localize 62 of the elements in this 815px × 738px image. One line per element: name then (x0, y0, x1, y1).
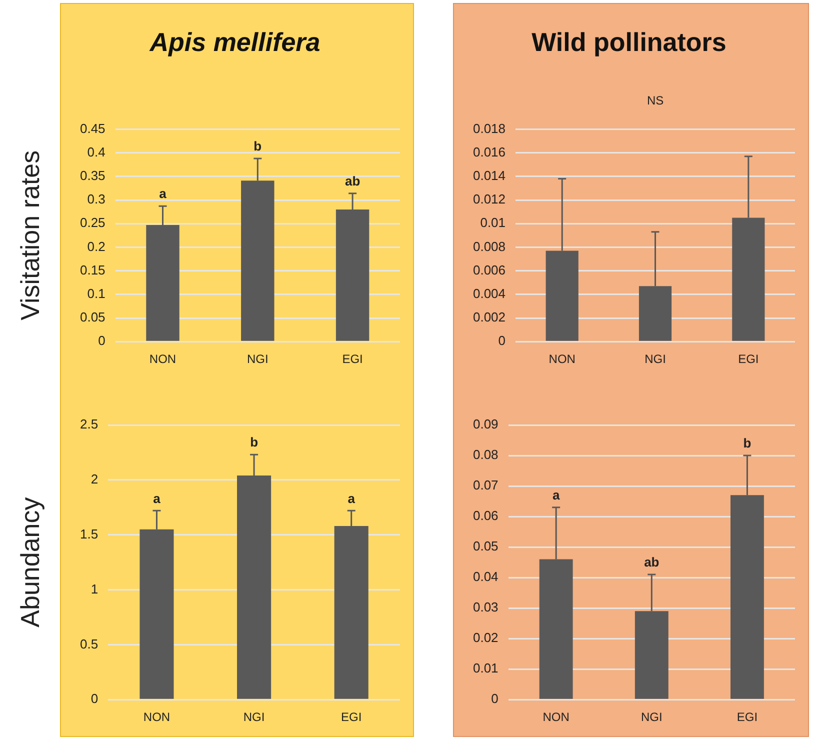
y-tick-label: 0.01 (480, 215, 506, 230)
x-tick-label: NON (143, 710, 170, 724)
x-tick-label: NON (542, 710, 570, 724)
y-tick-label: 0 (498, 333, 506, 348)
y-tick-label: 0.08 (472, 447, 498, 462)
x-tick-label: EGI (738, 352, 759, 366)
annotation: a (159, 186, 168, 202)
y-tick-label: 0.4 (87, 144, 106, 160)
annotation: ab (644, 554, 660, 570)
y-tick-label: 0.05 (472, 538, 498, 554)
y-tick-label: 0.45 (80, 120, 106, 136)
y-tick-label: 0.02 (472, 630, 498, 646)
y-tick-label: 1 (90, 581, 98, 596)
y-tick-label: 0.03 (472, 600, 498, 615)
y-tick-label: 0.006 (472, 262, 506, 278)
chart-title: Apis mellifera (148, 26, 320, 57)
y-axis-title: Visitation rates (15, 150, 46, 320)
y-tick-label: 0.5 (80, 636, 98, 652)
x-tick-label: EGI (736, 710, 758, 724)
y-tick-label: 0.25 (80, 215, 106, 230)
x-tick-label: NON (149, 352, 176, 366)
x-tick-label: NON (548, 352, 576, 366)
annotation: a (153, 490, 162, 506)
text: NS (646, 94, 664, 108)
y-tick-label: 0.09 (472, 416, 498, 432)
y-tick-label: 0.04 (472, 569, 498, 584)
y-tick-label: 2 (90, 472, 98, 486)
y-tick-label: 0.012 (472, 192, 506, 207)
y-tick-label: 0.3 (87, 192, 106, 207)
y-tick-label: 2.5 (80, 416, 98, 432)
annotation: b (743, 436, 752, 451)
annotation: ab (344, 173, 360, 188)
y-axis-title: Abundancy (15, 497, 46, 628)
y-tick-label: 0 (90, 691, 98, 706)
annotation: a (552, 487, 560, 502)
y-tick-label: 0.06 (472, 508, 498, 524)
y-tick-label: 0 (98, 333, 106, 348)
y-tick-label: 0.014 (472, 168, 506, 183)
y-tick-label: 0.05 (80, 310, 106, 325)
y-tick-label: 0.2 (87, 238, 106, 254)
annotation: b (254, 138, 262, 154)
x-tick-label: NGI (243, 710, 265, 724)
y-tick-label: 0.07 (472, 478, 498, 493)
y-tick-label: 0 (491, 691, 498, 706)
x-tick-label: NGI (246, 352, 268, 366)
y-tick-label: 0.35 (80, 168, 106, 183)
chart-title: Wild pollinators (532, 26, 726, 57)
x-tick-label: EGI (341, 710, 362, 724)
x-tick-label: EGI (342, 352, 363, 366)
annotation: a (348, 490, 356, 506)
y-tick-label: 0.01 (472, 660, 498, 676)
y-tick-label: 1.5 (80, 526, 98, 542)
y-tick-label: 0.008 (472, 238, 506, 254)
y-tick-label: 0.002 (472, 310, 506, 325)
y-tick-label: 0.15 (80, 262, 106, 278)
annotation: b (250, 434, 258, 450)
y-tick-label: 0.016 (472, 144, 506, 160)
y-tick-label: 0.018 (472, 120, 506, 136)
x-tick-label: NGI (640, 710, 662, 724)
x-tick-label: NGI (644, 352, 666, 366)
y-tick-label: 0.1 (87, 286, 106, 301)
y-tick-label: 0.004 (472, 286, 506, 301)
